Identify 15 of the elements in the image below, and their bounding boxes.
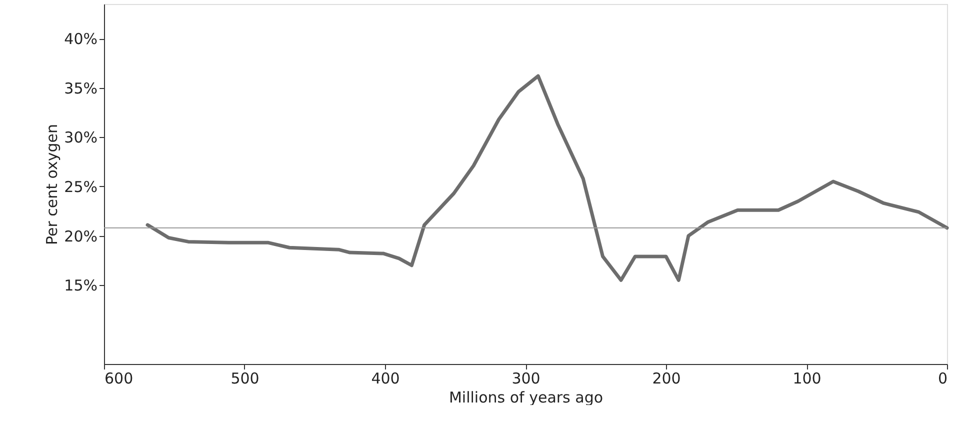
- x-tick-label: 200: [652, 370, 681, 388]
- x-tick-label: 500: [230, 370, 260, 388]
- y-tick-label: 30%: [64, 128, 98, 147]
- line-series: [146, 74, 949, 282]
- x-tick-label: 400: [371, 370, 400, 388]
- y-tick-label: 35%: [64, 79, 98, 98]
- x-tick-label: 0: [938, 370, 948, 388]
- x-tick-label: 600: [104, 370, 134, 388]
- y-axis-title: Per cent oxygen: [43, 124, 62, 246]
- x-tick-label: 300: [512, 370, 540, 388]
- x-tick-label: 100: [792, 370, 822, 388]
- y-tick-label: 40%: [64, 30, 98, 48]
- y-tick-label: 25%: [64, 178, 98, 196]
- y-tick-label: 15%: [64, 276, 98, 295]
- y-tick-label: 20%: [64, 227, 98, 246]
